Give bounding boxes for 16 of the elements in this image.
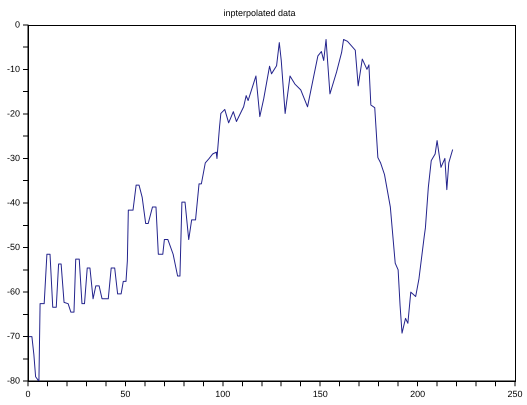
y-tick-label: -50 <box>6 242 20 252</box>
y-tick-label: -40 <box>6 197 20 208</box>
y-tick-label: -80 <box>6 376 20 386</box>
x-tick-label: 0 <box>26 389 31 400</box>
x-tick-label: 100 <box>215 389 230 400</box>
y-tick-label: -60 <box>6 286 20 297</box>
x-tick-label: 200 <box>410 389 426 400</box>
y-tick-label: -70 <box>6 331 20 342</box>
x-tick-label: 50 <box>120 389 130 400</box>
chart-title: inpterpolated data <box>223 8 296 18</box>
x-tick-label: 250 <box>507 389 523 400</box>
x-tick-label: 150 <box>312 389 328 400</box>
y-tick-label: -30 <box>6 152 20 163</box>
y-tick-label: 0 <box>14 19 20 30</box>
y-tick-label: -20 <box>6 108 20 118</box>
y-tick-label: -10 <box>6 64 20 74</box>
